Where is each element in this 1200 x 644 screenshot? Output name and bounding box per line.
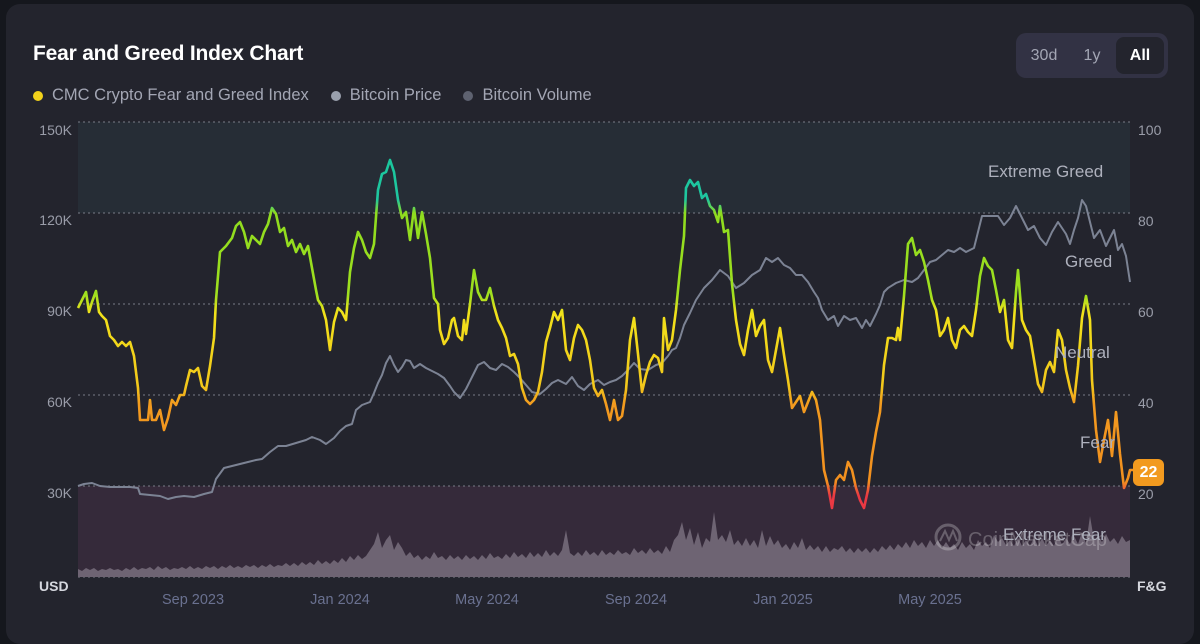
x-tick-jan-2025: Jan 2025 xyxy=(753,592,813,608)
y-right-unit: F&G xyxy=(1137,578,1167,594)
svg-text:CoinMarketCap: CoinMarketCap xyxy=(968,529,1107,551)
extreme-greed-band xyxy=(78,122,1130,213)
range-1y-button[interactable]: 1y xyxy=(1083,46,1101,64)
x-tick-may-2025: May 2025 xyxy=(898,592,962,608)
legend-item-bitcoin-volume[interactable]: Bitcoin Volume xyxy=(463,86,592,105)
y-left-unit: USD xyxy=(39,578,69,594)
x-tick-may-2024: May 2024 xyxy=(455,592,519,608)
y-left-tick-120k: 120K xyxy=(39,212,72,228)
zone-label-fear: Fear xyxy=(1080,433,1115,452)
x-tick-jan-2024: Jan 2024 xyxy=(310,592,370,608)
current-value-badge: 22 xyxy=(1133,459,1164,486)
legend-label: Bitcoin Volume xyxy=(482,86,592,104)
fear-greed-index-line xyxy=(76,158,1134,510)
bitcoin-volume-bars xyxy=(78,512,1130,577)
legend-label: Bitcoin Price xyxy=(349,86,442,104)
legend-item-fear-greed[interactable]: CMC Crypto Fear and Greed Index xyxy=(33,86,309,105)
y-right-tick-40: 40 xyxy=(1138,395,1154,411)
zone-label-extreme-greed: Extreme Greed xyxy=(988,162,1104,181)
legend-label: CMC Crypto Fear and Greed Index xyxy=(52,86,309,104)
bitcoin-price-line xyxy=(77,199,1131,500)
y-left-tick-90k: 90K xyxy=(47,303,72,319)
chart-title: Fear and Greed Index Chart xyxy=(33,42,304,65)
range-all-button[interactable]: All xyxy=(1116,37,1164,74)
y-right-tick-20: 20 xyxy=(1138,486,1154,502)
y-left-tick-150k: 150K xyxy=(39,122,72,138)
y-right-tick-80: 80 xyxy=(1138,213,1154,229)
x-tick-sep-2024: Sep 2024 xyxy=(604,592,668,608)
x-tick-sep-2023: Sep 2023 xyxy=(161,592,225,608)
y-right-tick-60: 60 xyxy=(1138,304,1154,320)
range-selector: 30d 1y All xyxy=(1016,33,1168,78)
y-left-tick-60k: 60K xyxy=(47,394,72,410)
zone-label-neutral: Neutral xyxy=(1055,343,1110,362)
zone-label-extreme-fear: Extreme Fear xyxy=(1003,525,1106,544)
legend-item-bitcoin-price[interactable]: Bitcoin Price xyxy=(330,86,442,105)
y-right-tick-100: 100 xyxy=(1138,122,1162,138)
legend-dot-icon xyxy=(463,90,474,101)
legend-dot-icon xyxy=(33,90,43,101)
coinmarketcap-watermark: CoinMarketCap xyxy=(934,523,1107,551)
chart-legend: CMC Crypto Fear and Greed Index Bitcoin … xyxy=(33,86,592,105)
legend-dot-icon xyxy=(330,90,341,101)
range-30d-button[interactable]: 30d xyxy=(1030,46,1058,64)
y-left-tick-30k: 30K xyxy=(47,485,72,501)
zone-label-greed: Greed xyxy=(1065,252,1113,271)
